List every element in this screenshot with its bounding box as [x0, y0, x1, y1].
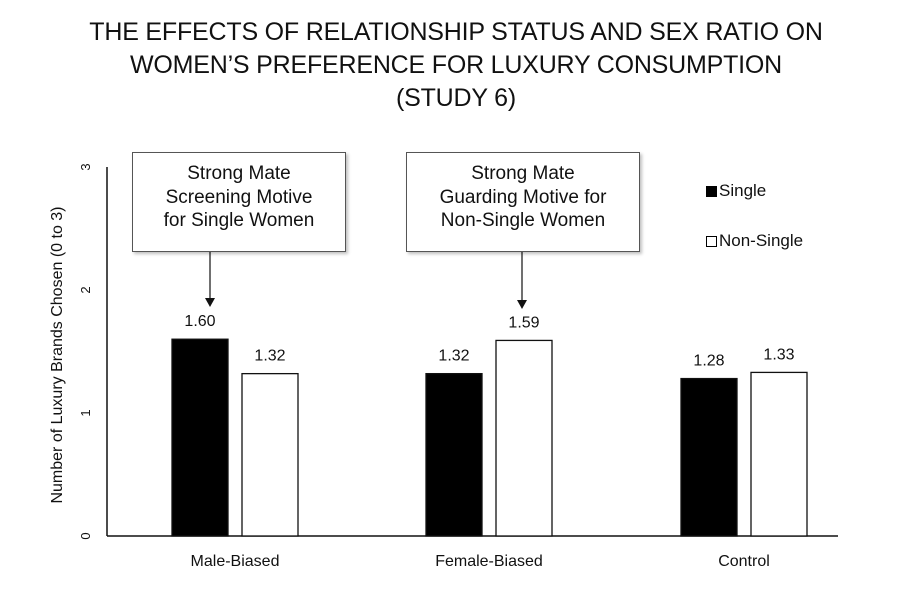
callout-line: Guarding Motive for [439, 186, 607, 208]
callout-line: Screening Motive [165, 186, 313, 208]
x-tick-label: Control [718, 553, 770, 570]
bar-non-single [495, 339, 553, 537]
legend-swatch-non-single [706, 235, 717, 247]
callout-line: Strong Mate [187, 163, 291, 184]
data-label-single: 1.60 [184, 313, 215, 330]
x-tick-label: Female-Biased [435, 553, 543, 570]
data-label-single: 1.32 [438, 348, 469, 365]
chart-title: THE EFFECTS OF RELATIONSHIP STATUS AND S… [0, 16, 912, 115]
callout-female-biased: Strong Mate Guarding Motive for Non-Sing… [406, 152, 640, 252]
bar-non-single [750, 371, 808, 537]
y-tick-label: 1 [78, 409, 93, 416]
bar-single [171, 338, 229, 537]
legend-label-non-single: Non-Single [719, 231, 804, 250]
bar-non-single [241, 372, 299, 537]
callout-male-biased: Strong Mate Screening Motive for Single … [132, 152, 346, 252]
y-tick-label: 3 [78, 163, 93, 170]
y-tick-label: 0 [78, 532, 93, 539]
x-tick-label: Male-Biased [191, 553, 280, 570]
bar-single [680, 377, 738, 537]
title-line-3: (STUDY 6) [396, 84, 516, 112]
callout-arrow-head [205, 298, 215, 307]
callout-line: Strong Mate [471, 163, 575, 184]
data-label-non-single: 1.32 [254, 348, 285, 365]
data-label-non-single: 1.33 [763, 346, 794, 363]
data-label-non-single: 1.59 [508, 314, 539, 331]
callout-line: Non-Single Women [440, 210, 606, 231]
title-line-2: WOMEN’S PREFERENCE FOR LUXURY CONSUMPTIO… [129, 51, 783, 79]
data-label-single: 1.28 [693, 353, 724, 370]
callout-arrow-head [517, 300, 527, 309]
legend-label-single: Single [719, 181, 767, 200]
legend-item-single: Single [706, 181, 766, 201]
bar-single [425, 372, 483, 537]
y-tick-label: 2 [78, 286, 93, 293]
y-axis-label: Number of Luxury Brands Chosen (0 to 3) [49, 206, 66, 503]
legend-swatch-single [706, 185, 717, 197]
legend-item-non-single: Non-Single [706, 231, 803, 251]
callout-line: for Single Women [163, 210, 315, 231]
title-line-1: THE EFFECTS OF RELATIONSHIP STATUS AND S… [89, 18, 823, 46]
